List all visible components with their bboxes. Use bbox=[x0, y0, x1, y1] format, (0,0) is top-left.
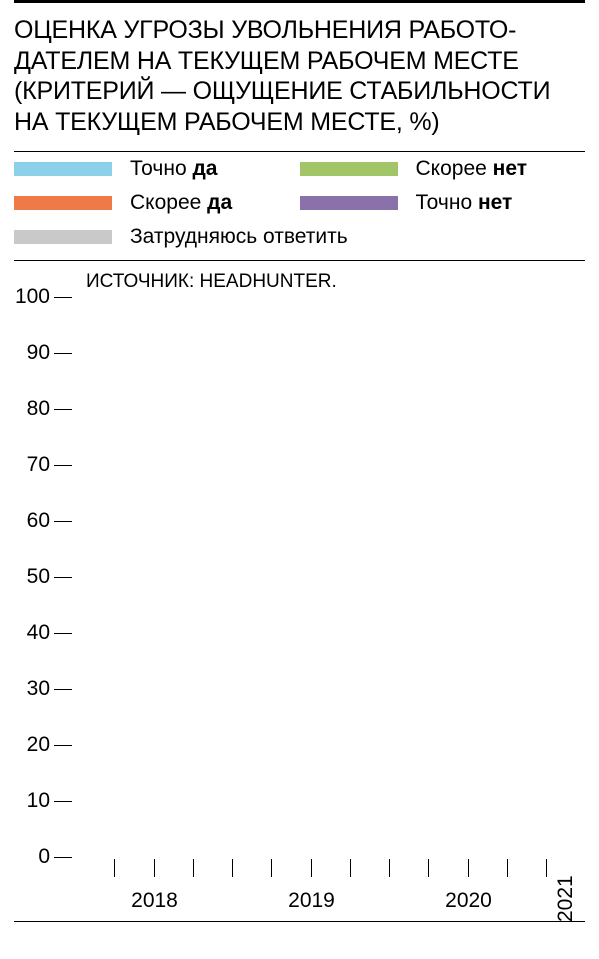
bottom-rule bbox=[14, 921, 585, 922]
x-tick-cell bbox=[312, 859, 351, 881]
y-tick-label: 70 bbox=[14, 453, 50, 477]
legend-label-definitely-yes: Точно да bbox=[130, 157, 217, 181]
legend-item-rather-no: Скорее нет bbox=[300, 152, 586, 186]
x-label: 2018 bbox=[76, 883, 233, 919]
y-tick-line bbox=[54, 577, 72, 578]
y-tick: 20 bbox=[14, 733, 72, 757]
legend-item-rather-yes: Скорее да bbox=[14, 186, 300, 220]
x-tick-cell bbox=[76, 859, 115, 881]
plot-area bbox=[76, 297, 585, 857]
x-tick-group bbox=[76, 859, 233, 881]
source-label: ИСТОЧНИК: HEADHUNTER. bbox=[86, 271, 585, 293]
y-axis: 1009080706050403020100 bbox=[14, 297, 72, 857]
x-tick-cell bbox=[508, 859, 547, 881]
y-tick-line bbox=[54, 801, 72, 802]
swatch-dontknow bbox=[14, 230, 112, 244]
y-tick-line bbox=[54, 465, 72, 466]
x-label: 2019 bbox=[233, 883, 390, 919]
legend-item-dontknow: Затрудняюсь ответить bbox=[14, 220, 585, 254]
y-tick-label: 90 bbox=[14, 341, 50, 365]
legend-label-dontknow: Затрудняюсь ответить bbox=[130, 225, 348, 249]
rule-below-legend bbox=[14, 260, 585, 261]
y-tick: 70 bbox=[14, 453, 72, 477]
y-tick-label: 40 bbox=[14, 621, 50, 645]
swatch-definitely-no bbox=[300, 196, 398, 210]
y-tick-line bbox=[54, 689, 72, 690]
y-tick-line bbox=[54, 353, 72, 354]
x-axis: 2018201920202021 bbox=[76, 859, 585, 919]
y-tick: 30 bbox=[14, 677, 72, 701]
y-tick: 90 bbox=[14, 341, 72, 365]
y-tick: 0 bbox=[14, 845, 72, 869]
y-tick-label: 0 bbox=[14, 845, 50, 869]
x-tick-cell bbox=[115, 859, 154, 881]
y-tick: 50 bbox=[14, 565, 72, 589]
y-tick-label: 20 bbox=[14, 733, 50, 757]
x-tick-cell bbox=[351, 859, 390, 881]
x-tick-cell bbox=[429, 859, 468, 881]
chart-wrap: ИСТОЧНИК: HEADHUNTER. 100908070605040302… bbox=[14, 271, 585, 919]
y-tick: 80 bbox=[14, 397, 72, 421]
y-tick-label: 10 bbox=[14, 789, 50, 813]
y-tick-label: 80 bbox=[14, 397, 50, 421]
y-tick-line bbox=[54, 521, 72, 522]
y-tick: 10 bbox=[14, 789, 72, 813]
y-tick-line bbox=[54, 745, 72, 746]
y-tick-label: 100 bbox=[14, 285, 50, 309]
x-tick-cell bbox=[390, 859, 429, 881]
top-rule bbox=[14, 0, 585, 3]
y-tick-line bbox=[54, 297, 72, 298]
x-label: 2021 bbox=[547, 873, 585, 925]
chart-area: 1009080706050403020100 bbox=[14, 297, 585, 857]
legend-label-rather-yes: Скорее да bbox=[130, 191, 232, 215]
legend-label-rather-no: Скорее нет bbox=[416, 157, 528, 181]
x-ticks bbox=[76, 859, 585, 881]
y-tick-line bbox=[54, 633, 72, 634]
y-tick-line bbox=[54, 857, 72, 858]
x-tick-group bbox=[233, 859, 390, 881]
y-tick: 40 bbox=[14, 621, 72, 645]
swatch-rather-no bbox=[300, 162, 398, 176]
x-tick-cell bbox=[194, 859, 233, 881]
x-tick-cell bbox=[233, 859, 272, 881]
y-tick-line bbox=[54, 409, 72, 410]
y-tick: 100 bbox=[14, 285, 72, 309]
legend: Точно да Скорее да Скорее нет Точно н bbox=[14, 152, 585, 254]
x-tick-cell bbox=[272, 859, 311, 881]
y-tick-label: 30 bbox=[14, 677, 50, 701]
swatch-definitely-yes bbox=[14, 162, 112, 176]
legend-item-definitely-no: Точно нет bbox=[300, 186, 586, 220]
x-tick-cell bbox=[469, 859, 508, 881]
chart-container: ОЦЕНКА УГРОЗЫ УВОЛЬНЕНИЯ РАБОТО- ДАТЕЛЕМ… bbox=[0, 0, 599, 922]
x-tick-group bbox=[390, 859, 547, 881]
x-labels: 2018201920202021 bbox=[76, 883, 585, 919]
x-label: 2020 bbox=[390, 883, 547, 919]
y-tick-label: 60 bbox=[14, 509, 50, 533]
swatch-rather-yes bbox=[14, 196, 112, 210]
y-tick-label: 50 bbox=[14, 565, 50, 589]
legend-label-definitely-no: Точно нет bbox=[416, 191, 513, 215]
legend-item-definitely-yes: Точно да bbox=[14, 152, 300, 186]
chart-title: ОЦЕНКА УГРОЗЫ УВОЛЬНЕНИЯ РАБОТО- ДАТЕЛЕМ… bbox=[14, 15, 585, 137]
y-tick: 60 bbox=[14, 509, 72, 533]
x-tick-cell bbox=[155, 859, 194, 881]
